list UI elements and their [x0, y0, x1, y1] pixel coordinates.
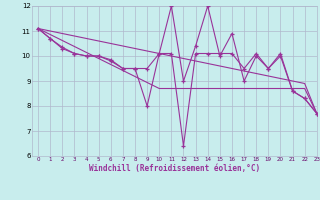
X-axis label: Windchill (Refroidissement éolien,°C): Windchill (Refroidissement éolien,°C): [89, 164, 260, 173]
